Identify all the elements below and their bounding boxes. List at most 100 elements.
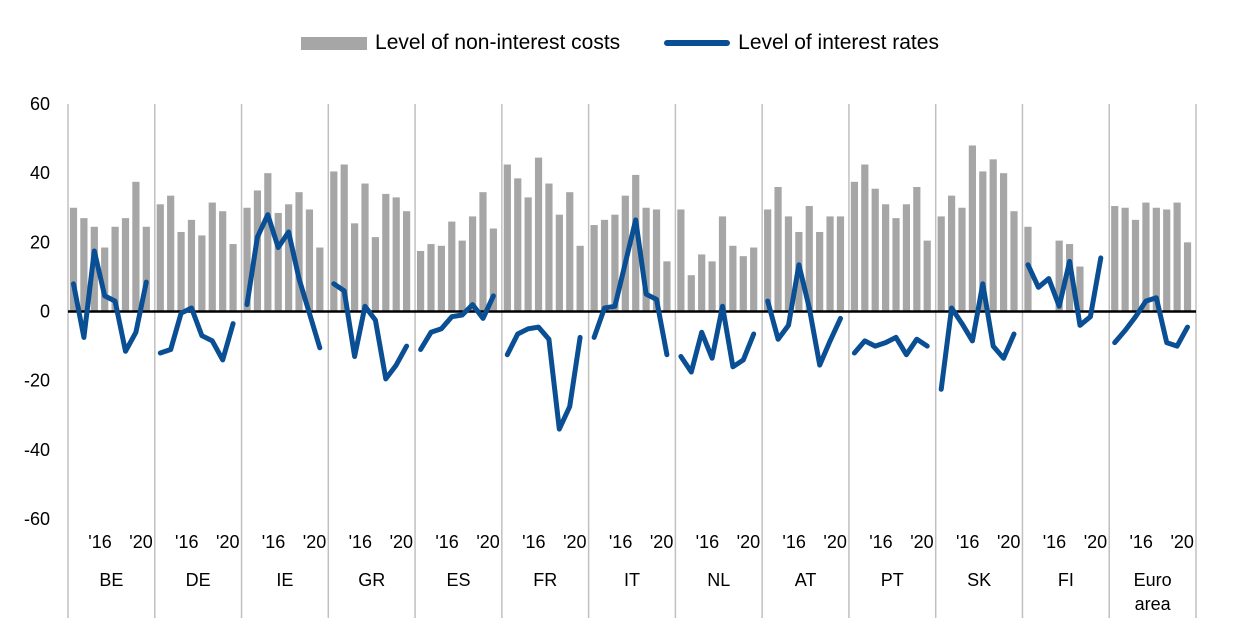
cost-bar: [677, 209, 685, 312]
cost-bar: [989, 159, 997, 312]
cost-bar: [861, 164, 869, 312]
category-label: FI: [1058, 570, 1074, 590]
cost-bar: [739, 256, 747, 312]
cost-bar: [774, 187, 782, 312]
cost-bar: [514, 178, 522, 312]
rate-line: [1025, 255, 1104, 328]
cost-bar: [632, 174, 640, 312]
rate-line: [504, 324, 583, 432]
cost-bar: [913, 187, 921, 312]
category-label: DE: [186, 570, 211, 590]
cost-bar: [805, 206, 813, 312]
x-tick-label: '16: [349, 532, 372, 552]
cost-bar: [611, 214, 619, 312]
cost-bar: [687, 275, 695, 312]
cost-bar: [968, 145, 976, 312]
cost-bar: [882, 204, 890, 312]
cost-bar: [503, 164, 511, 312]
category-label: GR: [358, 570, 385, 590]
cost-bar: [69, 207, 78, 312]
cost-bar: [836, 216, 845, 312]
x-tick-label: '20: [216, 532, 239, 552]
cost-bar: [1173, 202, 1181, 312]
cost-bar: [382, 193, 390, 312]
cost-bar: [142, 226, 150, 312]
y-tick-label: 40: [30, 163, 50, 183]
cost-bar: [1010, 211, 1018, 312]
cost-bar: [555, 214, 563, 312]
legend-label-costs: Level of non-interest costs: [375, 31, 621, 54]
cost-bar: [545, 183, 553, 312]
cost-bar: [219, 211, 227, 312]
cost-bar: [534, 157, 543, 312]
category-label: AT: [795, 570, 817, 590]
category-label: area: [1135, 594, 1172, 614]
cost-bar: [1163, 209, 1171, 312]
cost-bar: [243, 207, 251, 312]
cost-bar: [330, 171, 338, 312]
cost-bar: [351, 223, 359, 312]
x-tick-label: '16: [88, 532, 111, 552]
category-label: ES: [446, 570, 470, 590]
cost-bar: [902, 204, 911, 312]
cost-bar: [437, 245, 445, 312]
x-tick-label: '16: [262, 532, 285, 552]
cost-bar: [979, 171, 987, 312]
cost-bar: [340, 164, 348, 312]
rate-line: [71, 248, 149, 354]
legend-item-rates: Level of interest rates: [664, 31, 939, 55]
cost-bar: [663, 261, 671, 312]
y-tick-label: 60: [30, 94, 50, 114]
cost-bar: [295, 192, 303, 312]
cost-bar: [1183, 242, 1192, 312]
category-label: FR: [533, 570, 557, 590]
cost-bar: [750, 247, 758, 312]
cost-bar: [600, 219, 609, 312]
cost-bar: [1121, 207, 1129, 312]
cost-bar: [80, 218, 88, 312]
cost-bar: [1065, 244, 1074, 312]
cost-bar: [371, 237, 380, 312]
cost-bar: [458, 240, 466, 312]
cost-bar: [316, 247, 324, 312]
x-tick-label: '20: [390, 532, 413, 552]
cost-bar: [524, 197, 532, 312]
x-tick-label: '16: [609, 532, 632, 552]
cost-bar: [132, 181, 140, 312]
cost-bar: [1055, 240, 1063, 312]
cost-bar: [121, 218, 130, 312]
x-tick-label: '20: [1170, 532, 1193, 552]
cost-bar: [208, 202, 216, 312]
cost-bar: [642, 207, 650, 312]
category-label: IT: [624, 570, 640, 590]
cost-bar: [871, 188, 879, 312]
x-tick-label: '16: [522, 532, 545, 552]
cost-bar: [576, 245, 584, 312]
legend-label-rates: Level of interest rates: [738, 31, 939, 54]
cost-bar: [392, 197, 400, 312]
cost-bar: [718, 216, 727, 312]
category-label: NL: [707, 570, 730, 590]
cost-bar: [101, 247, 109, 312]
cost-bar: [784, 216, 793, 312]
cost-bar: [816, 231, 824, 312]
cost-bar: [1131, 219, 1140, 312]
category-label: PT: [881, 570, 904, 590]
cost-bar: [167, 195, 175, 312]
x-tick-label: '16: [696, 532, 719, 552]
legend-swatch-rates: [664, 40, 731, 46]
x-tick-label: '16: [782, 532, 805, 552]
cost-bar: [305, 209, 314, 312]
cost-bar: [937, 216, 945, 312]
legend-swatch-costs: [301, 36, 368, 50]
cost-bar: [479, 192, 487, 312]
cost-bar: [427, 244, 435, 312]
cost-bar: [958, 207, 966, 312]
y-tick-label: -40: [24, 440, 50, 460]
x-tick-label: '20: [476, 532, 499, 552]
category-label: IE: [276, 570, 293, 590]
x-tick-label: '20: [737, 532, 760, 552]
rate-line: [591, 217, 670, 358]
y-tick-label: -60: [24, 509, 50, 529]
